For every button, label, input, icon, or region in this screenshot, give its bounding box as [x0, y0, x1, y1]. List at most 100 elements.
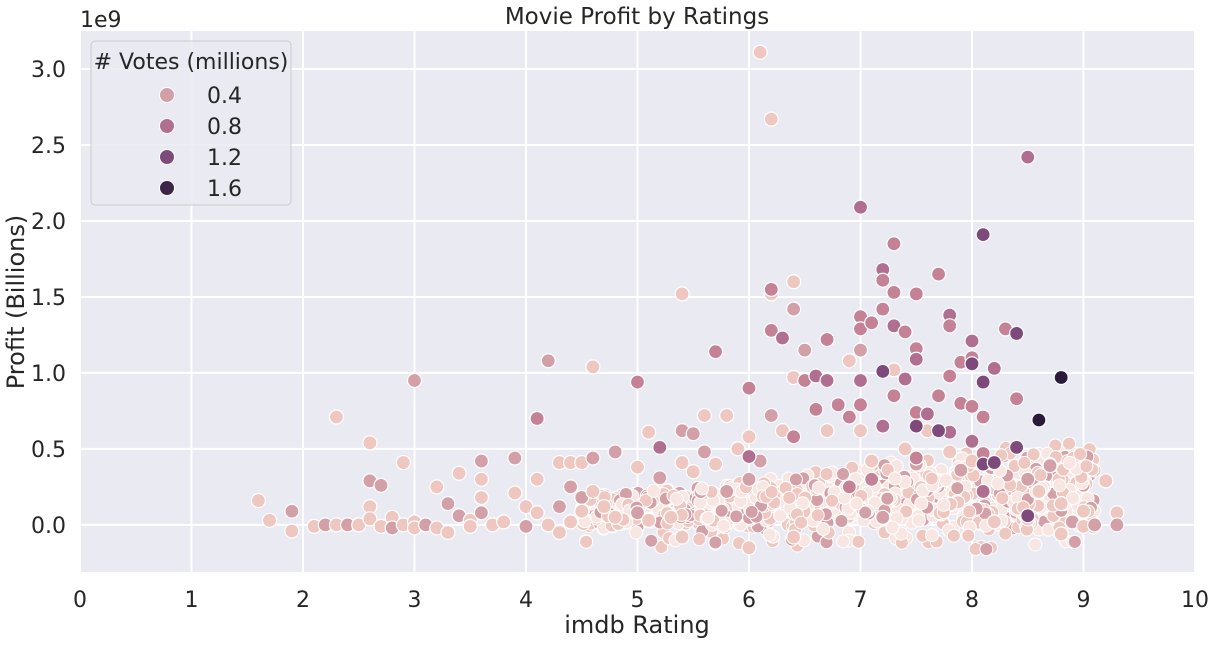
scatter-point	[930, 423, 947, 439]
scatter-point	[607, 509, 623, 525]
scatter-point	[1031, 412, 1047, 428]
scatter-point	[473, 471, 489, 487]
scatter-point	[729, 509, 744, 524]
grid-lines	[79, 31, 1196, 572]
scatter-point	[462, 518, 478, 535]
scatter-point	[875, 363, 891, 380]
scatter-point	[819, 331, 835, 348]
scatter-point	[1053, 496, 1069, 512]
scatter-point	[596, 499, 612, 515]
scatter-point	[362, 435, 378, 451]
legend-marker	[159, 180, 175, 196]
y-offset-label: 1e9	[80, 8, 122, 33]
scatter-point	[1008, 439, 1025, 455]
scatter-point	[284, 523, 300, 539]
scatter-point	[763, 407, 779, 424]
scatter-point	[1026, 447, 1041, 462]
scatter-point	[819, 423, 835, 439]
scatter-point	[406, 372, 423, 389]
scatter-point	[579, 534, 594, 549]
y-tick-label: 3.0	[31, 58, 66, 83]
scatter-point	[841, 353, 857, 369]
x-tick-label: 8	[965, 588, 979, 613]
scatter-point	[852, 423, 869, 439]
scatter-point	[373, 477, 389, 493]
scatter-point	[975, 227, 991, 243]
scatter-point	[864, 315, 880, 331]
y-tick-label: 0.5	[31, 438, 66, 463]
scatter-point	[1109, 517, 1125, 533]
scatter-point	[646, 483, 661, 498]
scatter-point	[964, 398, 980, 414]
scatter-point	[908, 450, 924, 466]
scatter-point	[744, 504, 759, 519]
scatter-point	[819, 466, 834, 481]
scatter-point	[908, 351, 924, 367]
scatter-point	[986, 360, 1002, 376]
scatter-point	[716, 518, 731, 533]
scatter-point	[1066, 491, 1081, 506]
scatter-point	[816, 522, 831, 537]
scatter-point	[1075, 503, 1092, 519]
scatter-point	[899, 504, 914, 519]
x-tick-label: 0	[73, 588, 87, 613]
scatter-point	[607, 444, 623, 460]
scatter-point	[964, 433, 980, 449]
scatter-point	[1052, 478, 1067, 493]
scatter-point	[741, 471, 757, 487]
scatter-point	[975, 483, 991, 500]
y-tick-label: 1.5	[31, 286, 66, 311]
scatter-point	[696, 444, 713, 460]
x-tick-label: 5	[631, 588, 645, 613]
scatter-point	[762, 527, 777, 542]
scatter-point	[1079, 459, 1094, 474]
y-tick-label: 1.0	[31, 362, 66, 387]
scatter-point	[362, 511, 378, 527]
legend-marker	[159, 118, 175, 134]
x-tick-label: 4	[519, 588, 533, 613]
scatter-point	[714, 503, 729, 518]
scatter-point	[808, 401, 824, 417]
scatter-point	[875, 509, 891, 525]
scatter-point	[1087, 517, 1103, 533]
scatter-point	[836, 467, 851, 482]
scatter-point	[875, 418, 891, 434]
scatter-point	[864, 453, 880, 469]
scatter-point	[794, 515, 809, 530]
scatter-point	[695, 481, 710, 496]
scatter-point	[741, 380, 757, 396]
x-tick-label: 6	[742, 588, 756, 613]
scatter-point	[1062, 455, 1077, 470]
scatter-point	[975, 409, 991, 425]
scatter-point	[880, 491, 895, 506]
scatter-point	[763, 322, 779, 338]
scatter-point	[708, 535, 723, 550]
scatter-point	[938, 473, 953, 488]
scatter-point	[886, 284, 902, 300]
legend: # Votes (millions) 0.4 0.8 1.2 1.6	[90, 40, 292, 206]
scatter-point	[763, 281, 779, 297]
scatter-point	[925, 528, 940, 543]
scatter-point	[284, 503, 300, 519]
y-tick-label: 2.5	[31, 134, 66, 159]
scatter-point	[585, 450, 601, 466]
scatter-point	[979, 542, 994, 557]
scatter-point	[685, 464, 701, 480]
scatter-point	[852, 199, 869, 215]
scatter-point	[440, 496, 456, 512]
scatter-point	[1020, 471, 1036, 487]
scatter-point	[1042, 458, 1058, 474]
scatter-point	[785, 301, 802, 317]
scatter-point	[1053, 526, 1069, 542]
scatter-point	[858, 505, 873, 520]
x-tick-label: 9	[1077, 588, 1091, 613]
legend-box	[90, 40, 292, 206]
scatter-point	[788, 472, 803, 487]
scatter-point	[641, 424, 657, 440]
legend-entries: 0.4 0.8 1.2 1.6	[159, 84, 242, 202]
scatter-point	[975, 374, 991, 390]
scatter-point	[834, 513, 849, 528]
scatter-point	[1020, 149, 1036, 165]
scatter-point	[836, 534, 851, 549]
scatter-point	[540, 517, 556, 533]
